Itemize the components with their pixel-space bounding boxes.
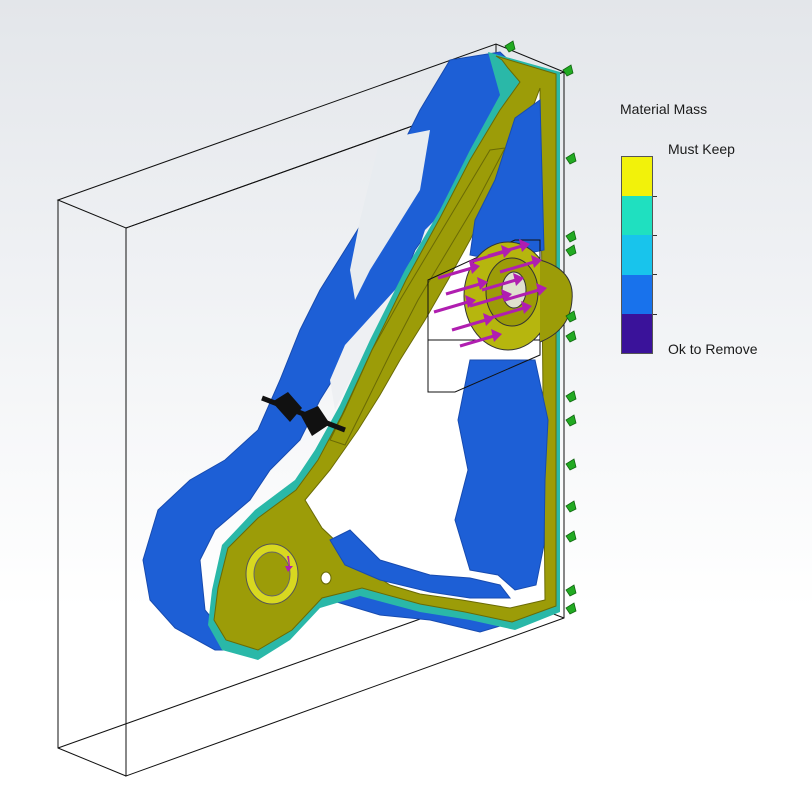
- pin-hole: [245, 543, 332, 605]
- fixture-symbol: [562, 64, 574, 77]
- fixture-symbol: [565, 414, 577, 427]
- legend-segment-5: [622, 313, 652, 353]
- force-arrow: [481, 273, 524, 292]
- inner-blue-bottom: [329, 529, 512, 599]
- legend-tick: [653, 314, 657, 315]
- legend-segment-2: [622, 196, 652, 236]
- legend-segment-3: [622, 235, 652, 275]
- force-arrow: [433, 295, 476, 314]
- force-arrow: [489, 301, 532, 320]
- legend-title: Material Mass: [620, 101, 708, 117]
- force-arrow: [487, 239, 530, 258]
- left-strut-band: [329, 147, 506, 446]
- fixture-symbol: [565, 152, 577, 165]
- force-arrow-group: [433, 239, 547, 348]
- fixture-symbol: [565, 310, 577, 323]
- fixture-symbol: [504, 40, 516, 53]
- fixture-symbol: [565, 390, 577, 403]
- inner-blue-right: [454, 359, 549, 591]
- force-arrow: [437, 261, 480, 280]
- force-arrow: [459, 329, 502, 348]
- fixture-symbol: [565, 584, 577, 597]
- bearing-load-symbol: [261, 392, 346, 436]
- fixture-symbol: [565, 330, 577, 343]
- legend-tick: [653, 196, 657, 197]
- fixture-symbol: [565, 244, 577, 257]
- force-arrow: [469, 289, 512, 308]
- force-arrow: [451, 313, 494, 332]
- kept-material-region: [208, 52, 560, 660]
- fixture-group: [504, 40, 577, 615]
- legend-ok-to-remove-label: Ok to Remove: [668, 341, 758, 357]
- fixture-symbol: [565, 500, 577, 513]
- force-arrow: [504, 283, 547, 302]
- hole-upper: [350, 130, 430, 300]
- pin-force-arrow: [285, 556, 293, 572]
- force-arrow: [445, 277, 488, 296]
- fixture-symbol: [565, 458, 577, 471]
- fixture-symbol: [565, 602, 577, 615]
- legend-tick: [653, 235, 657, 236]
- legend-color-bar: [621, 156, 653, 354]
- fixture-symbol: [565, 230, 577, 243]
- legend-segment-1: [622, 157, 652, 197]
- legend-segment-4: [622, 274, 652, 314]
- fixture-symbol: [565, 530, 577, 543]
- legend-tick: [653, 274, 657, 275]
- force-arrow: [499, 255, 542, 274]
- legend-must-keep-label: Must Keep: [668, 141, 735, 157]
